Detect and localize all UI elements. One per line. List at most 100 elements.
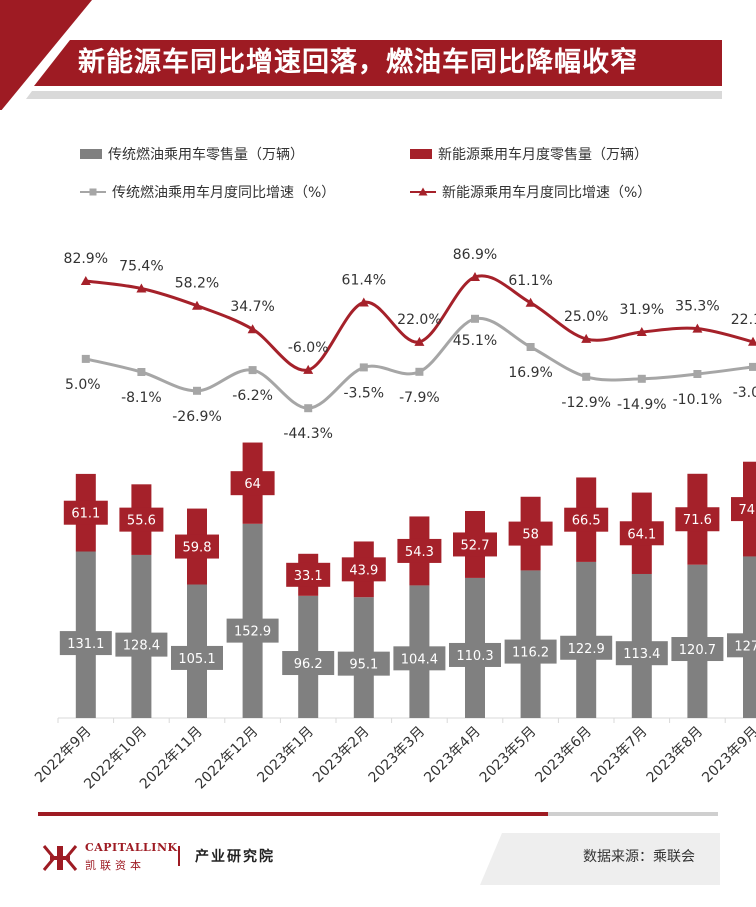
ice-growth-label: -3.0% bbox=[733, 385, 756, 401]
ice-growth-label: 5.0% bbox=[65, 377, 101, 393]
ice-growth-point bbox=[693, 370, 702, 378]
chart-canvas: 131.1 61.1 128.4 55.6 105.1 59.8 152.9 64 96.2 33… bbox=[32, 247, 756, 792]
ice-value-label-box bbox=[727, 633, 756, 658]
logo-chinese-name: 凯联资本 bbox=[85, 859, 145, 872]
ice-growth-point bbox=[81, 354, 90, 363]
ice-growth-point bbox=[415, 367, 424, 376]
logo-separator bbox=[178, 846, 180, 866]
nev-value-label-box bbox=[63, 500, 108, 525]
legend-gray-line-square-marker-icon bbox=[80, 188, 106, 196]
nev-value-label: 33.1 bbox=[294, 569, 323, 584]
nev-value-label: 52.7 bbox=[461, 538, 490, 553]
legend-nev-line-label: 新能源乘用车月度同比增速（%） bbox=[442, 185, 652, 201]
title-underline bbox=[26, 91, 722, 99]
nev-growth-point bbox=[247, 324, 258, 334]
ice-growth-label: -12.9% bbox=[561, 395, 611, 411]
source-panel bbox=[480, 833, 720, 885]
nev-value-label: 61.1 bbox=[71, 507, 100, 522]
ice-growth-label: -3.5% bbox=[343, 385, 384, 401]
title-banner bbox=[0, 0, 722, 110]
ice-growth-label: -7.9% bbox=[399, 390, 440, 406]
title-ribbon bbox=[34, 40, 722, 86]
ice-value-label-box bbox=[504, 639, 557, 664]
x-axis-category-label: 2023年3月 bbox=[366, 724, 429, 787]
nev-growth-label: 75.4% bbox=[119, 259, 163, 275]
ice-value-label-box bbox=[671, 637, 724, 662]
nev-value-label: 66.5 bbox=[572, 514, 601, 529]
ice-growth-point bbox=[304, 404, 313, 413]
ice-growth-point bbox=[193, 386, 201, 395]
nev-growth-label: 31.9% bbox=[620, 302, 664, 318]
nev-value-label-box bbox=[731, 497, 756, 522]
ice-value-label: 127.2 bbox=[734, 639, 756, 654]
ice-growth-point bbox=[526, 343, 535, 351]
nev-growth-label: -6.0% bbox=[288, 340, 329, 356]
nev-growth-label: 22.1% bbox=[731, 312, 756, 328]
ice-growth-label: 16.9% bbox=[508, 365, 552, 381]
x-axis-category-label: 2023年5月 bbox=[477, 724, 540, 787]
ice-growth-label: -10.1% bbox=[673, 392, 723, 408]
ice-growth-point bbox=[359, 363, 368, 372]
nev-value-label-box bbox=[619, 521, 664, 546]
nev-growth-label: 35.3% bbox=[675, 299, 719, 315]
nev-value-label-box bbox=[230, 471, 275, 496]
nev-growth-point bbox=[136, 283, 147, 293]
logo-wordmark: CAPITALLINK bbox=[85, 841, 178, 854]
page-title: 新能源车同比增速回落，燃油车同比降幅收窄 bbox=[78, 47, 638, 78]
ice-growth-point bbox=[637, 374, 646, 383]
legend-gray-square-icon bbox=[80, 149, 102, 159]
legend-red-line-triangle-marker-icon bbox=[410, 187, 436, 196]
nev-growth-point bbox=[414, 336, 425, 346]
ice-growth-label: -8.1% bbox=[121, 390, 162, 406]
nev-value-label: 59.8 bbox=[183, 541, 212, 556]
nev-growth-label: 61.1% bbox=[508, 273, 552, 289]
nev-growth-point bbox=[581, 333, 592, 343]
nev-growth-label: 58.2% bbox=[175, 276, 219, 292]
legend-nev-bar-label: 新能源乘用车月度零售量（万辆） bbox=[438, 147, 648, 163]
ice-value-label: 122.9 bbox=[568, 642, 605, 657]
legend-ice-line-label: 传统燃油乘用车月度同比增速（%） bbox=[112, 185, 336, 201]
corner-triangle bbox=[0, 0, 92, 110]
ice-value-label: 131.1 bbox=[67, 637, 104, 652]
nev-value-label: 54.3 bbox=[405, 545, 434, 560]
ice-growth-point bbox=[137, 368, 146, 376]
nev-value-label-box bbox=[564, 507, 609, 532]
ice-value-label-box bbox=[393, 646, 446, 671]
nev-value-label-box bbox=[453, 532, 497, 557]
ice-growth-point bbox=[248, 366, 257, 375]
ice-value-label: 95.1 bbox=[349, 658, 378, 673]
data-source: 数据来源：乘联会 bbox=[583, 849, 695, 865]
x-axis-category-label: 2023年8月 bbox=[644, 724, 707, 787]
nev-value-label: 58 bbox=[522, 528, 539, 543]
nev-growth-point bbox=[525, 297, 536, 307]
ice-value-label-box bbox=[115, 632, 168, 657]
ice-value-label: 152.9 bbox=[234, 625, 271, 640]
department-name: 产业研究院 bbox=[195, 849, 275, 865]
nev-growth-label: 25.0% bbox=[564, 309, 608, 325]
footer-divider-light bbox=[548, 812, 718, 816]
ice-growth-label: -44.3% bbox=[283, 426, 333, 442]
ice-value-label-box bbox=[615, 641, 668, 666]
ice-growth-point bbox=[749, 362, 756, 371]
nev-value-label: 74.6 bbox=[739, 503, 756, 518]
nev-value-label-box bbox=[341, 557, 386, 582]
nev-value-label-box bbox=[508, 521, 553, 546]
ice-value-label-box bbox=[337, 651, 390, 676]
nev-value-label-box bbox=[397, 538, 442, 563]
nev-value-label-box bbox=[675, 507, 720, 532]
nev-growth-point bbox=[192, 300, 202, 310]
x-axis-category-label: 2023年1月 bbox=[254, 724, 317, 787]
ice-value-label-box bbox=[171, 645, 223, 670]
x-axis-category-label: 2023年9月 bbox=[699, 724, 756, 787]
ice-value-label: 120.7 bbox=[679, 643, 716, 658]
capitallink-logo-icon bbox=[42, 845, 78, 871]
nev-value-label-box bbox=[175, 534, 219, 559]
ice-value-label: 96.2 bbox=[294, 657, 323, 672]
nev-growth-point bbox=[748, 336, 756, 346]
nev-growth-point bbox=[358, 297, 369, 307]
ice-growth-point bbox=[471, 314, 479, 323]
legend-nev-bar: 新能源乘用车月度零售量（万辆） bbox=[410, 144, 648, 164]
ice-value-label-box bbox=[59, 631, 112, 656]
nev-value-label: 43.9 bbox=[349, 563, 378, 578]
nev-value-label: 55.6 bbox=[127, 514, 156, 529]
